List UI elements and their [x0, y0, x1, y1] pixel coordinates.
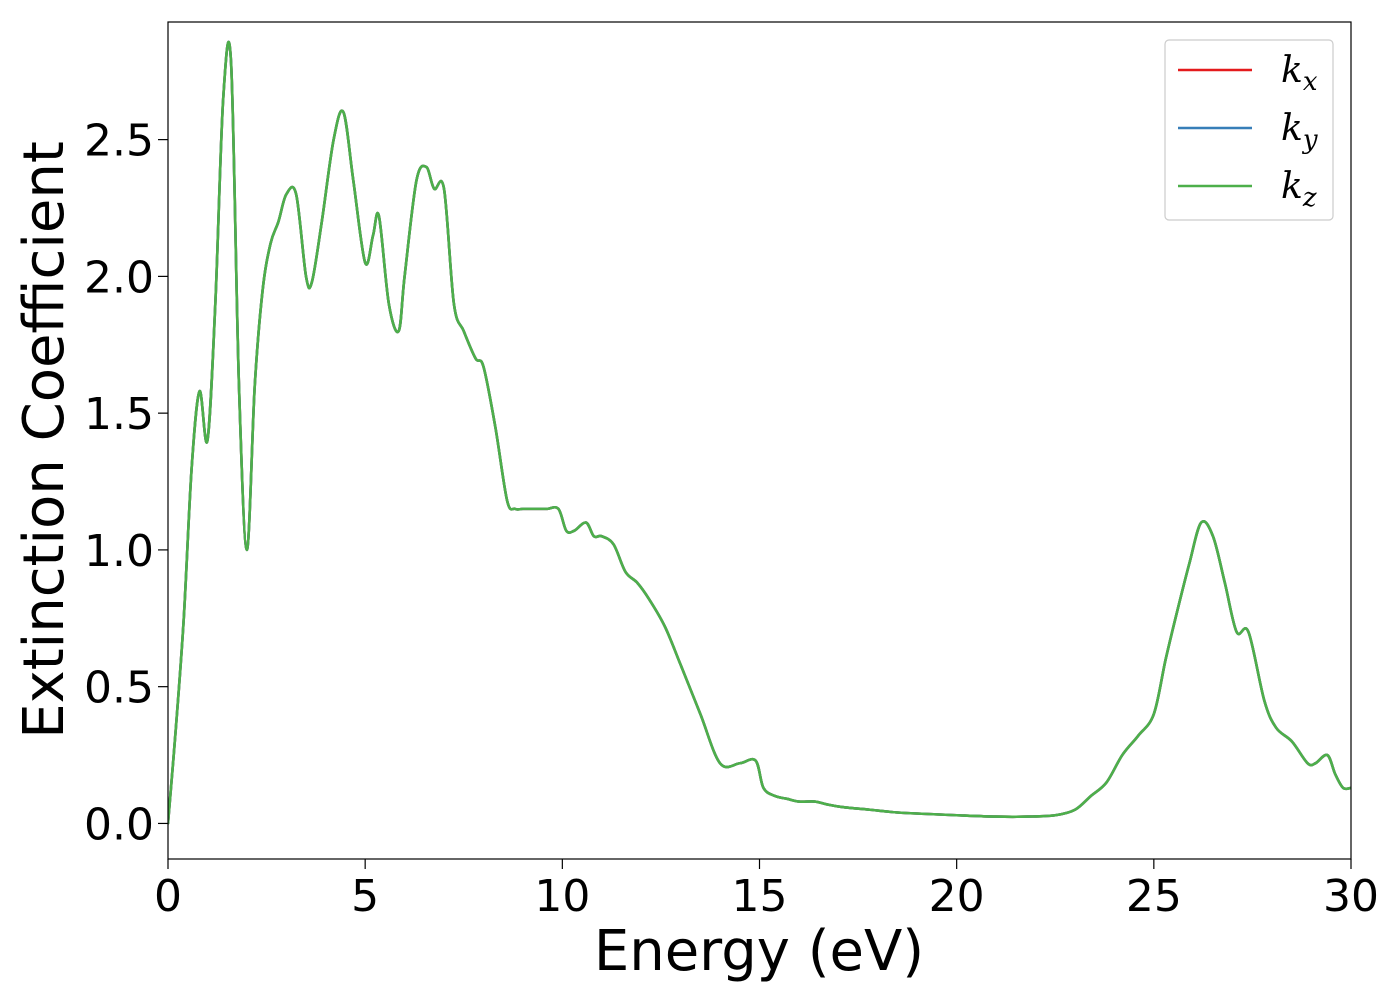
y-axis-label: Extinction Coefficient	[12, 141, 77, 739]
series-layer	[168, 40, 1351, 825]
series-line-kz	[168, 40, 1351, 825]
plot-area	[167, 21, 1352, 860]
legend-label-subscript: y	[1302, 125, 1318, 155]
legend-label-base: k	[1281, 108, 1303, 149]
y-tick-label: 0.5	[84, 663, 154, 714]
x-tick-label: 15	[732, 871, 788, 922]
legend-label-subscript: z	[1302, 183, 1317, 213]
x-tick-label: 25	[1126, 871, 1182, 922]
x-tick-label: 20	[929, 871, 985, 922]
y-tick-label: 2.0	[84, 252, 154, 303]
x-axis-label: Energy (eV)	[594, 919, 924, 984]
y-tick-label: 1.0	[84, 526, 154, 577]
x-tick-label: 0	[154, 871, 182, 922]
y-tick-label: 0.0	[84, 799, 154, 850]
x-tick-label: 10	[534, 871, 590, 922]
x-tick-label: 5	[351, 871, 379, 922]
x-axis-ticks: 0 5 10 15 20 25 30	[154, 859, 1379, 922]
x-tick-label: 30	[1323, 871, 1379, 922]
y-tick-label: 2.5	[84, 116, 154, 167]
y-tick-label: 1.5	[84, 389, 154, 440]
legend-label-kx: kx	[1281, 50, 1318, 97]
y-axis-ticks: 0.0 0.5 1.0 1.5 2.0 2.5	[84, 116, 168, 850]
legend-label-kz: kz	[1281, 166, 1317, 213]
legend-box	[1164, 39, 1334, 221]
legend-label-subscript: x	[1303, 67, 1318, 97]
legend-label-base: k	[1281, 50, 1303, 91]
legend-label-base: k	[1281, 166, 1303, 207]
legend-label-ky: ky	[1281, 108, 1318, 155]
